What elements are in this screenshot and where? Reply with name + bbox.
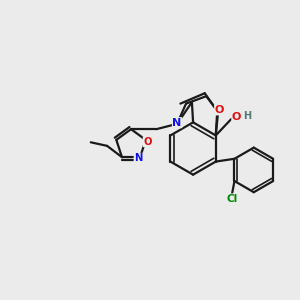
Text: N: N [172,118,182,128]
Text: Cl: Cl [226,194,238,204]
Text: O: O [214,105,224,115]
Text: N: N [134,153,142,163]
Text: O: O [232,112,241,122]
Text: H: H [244,110,252,121]
Text: O: O [143,137,152,147]
